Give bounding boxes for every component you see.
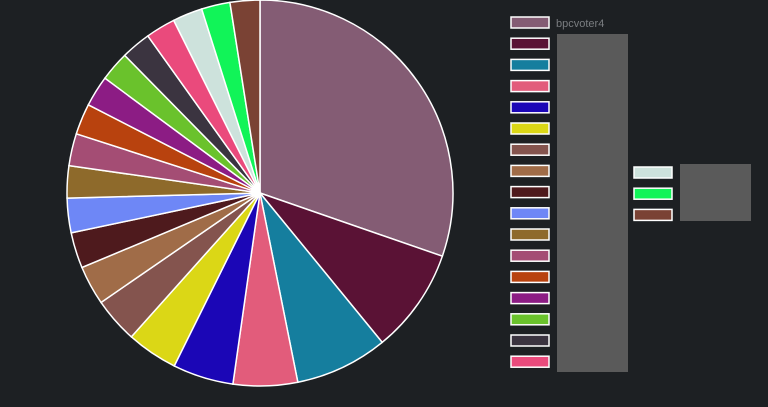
legend-swatch-7[interactable] <box>510 143 550 156</box>
legend-swatch-4[interactable] <box>510 79 550 93</box>
legend-swatch-17[interactable] <box>510 355 550 368</box>
legend-swatch-3[interactable] <box>510 58 550 72</box>
legend: bpcvoter4 <box>510 16 751 372</box>
pie-slice-20[interactable] <box>229 0 261 194</box>
legend-swatch-6[interactable] <box>510 122 550 135</box>
pie-slice-2[interactable] <box>257 191 444 344</box>
legend-swatch-20[interactable] <box>633 208 673 222</box>
legend-label-mask-2 <box>680 164 751 221</box>
legend-label-mask-1 <box>557 34 628 372</box>
legend-swatch-2[interactable] <box>510 37 550 50</box>
legend-swatch-15[interactable] <box>510 313 550 326</box>
legend-swatch-19[interactable] <box>633 187 673 200</box>
pie-slices <box>66 0 454 387</box>
legend-label-1: bpcvoter4 <box>556 18 604 30</box>
legend-swatch-9[interactable] <box>510 185 550 199</box>
legend-swatch-14[interactable] <box>510 291 550 305</box>
pie-slice-3[interactable] <box>259 192 384 384</box>
pie-slice-1[interactable] <box>259 0 454 258</box>
legend-swatch-18[interactable] <box>633 166 673 179</box>
legend-swatch-11[interactable] <box>510 228 550 241</box>
legend-swatch-5[interactable] <box>510 101 550 114</box>
legend-swatch-13[interactable] <box>510 270 550 284</box>
legend-swatch-12[interactable] <box>510 249 550 262</box>
legend-swatch-16[interactable] <box>510 334 550 347</box>
legend-swatch-10[interactable] <box>510 207 550 220</box>
legend-swatch-8[interactable] <box>510 164 550 178</box>
legend-swatch-1[interactable] <box>510 16 550 29</box>
